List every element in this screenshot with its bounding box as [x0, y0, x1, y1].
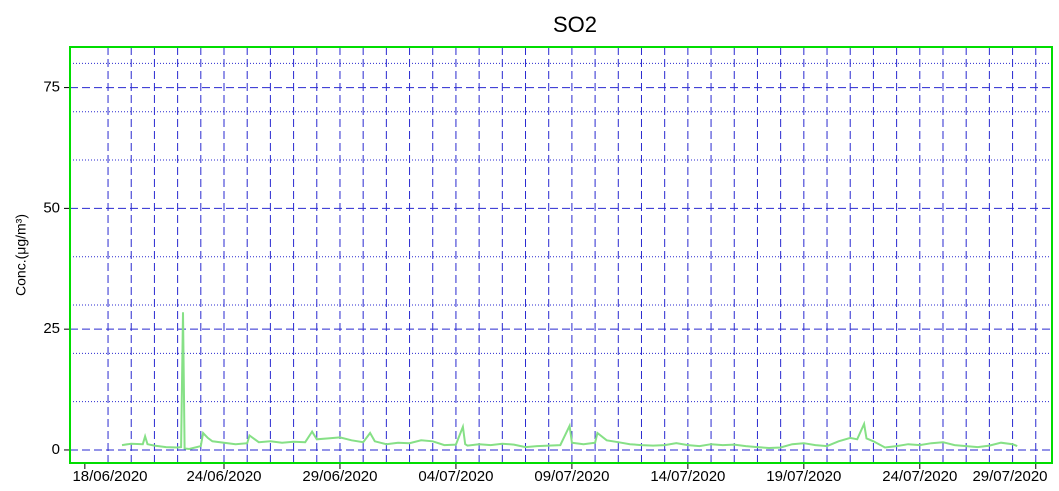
- x-tick-label: 09/07/2020: [534, 468, 609, 485]
- x-tick-label: 18/06/2020: [72, 468, 147, 485]
- chart-title: SO2: [553, 12, 597, 37]
- x-tick-label: 29/06/2020: [302, 468, 377, 485]
- y-axis-label: Conc.(μg/m³): [13, 214, 29, 296]
- x-tick-label: 24/07/2020: [882, 468, 957, 485]
- plot-frame: [69, 46, 1053, 464]
- y-tick-label: 25: [43, 320, 60, 337]
- x-tick-label: 24/06/2020: [186, 468, 261, 485]
- y-tick-label: 75: [43, 79, 60, 96]
- x-tick-label: 14/07/2020: [650, 468, 725, 485]
- data-line: [121, 312, 1018, 451]
- y-tick-label: 0: [52, 441, 60, 458]
- y-tick-label: 50: [43, 199, 60, 216]
- x-tick-label: 04/07/2020: [418, 468, 493, 485]
- x-tick-label: 29/07/2020: [972, 468, 1047, 485]
- x-tick-label: 19/07/2020: [766, 468, 841, 485]
